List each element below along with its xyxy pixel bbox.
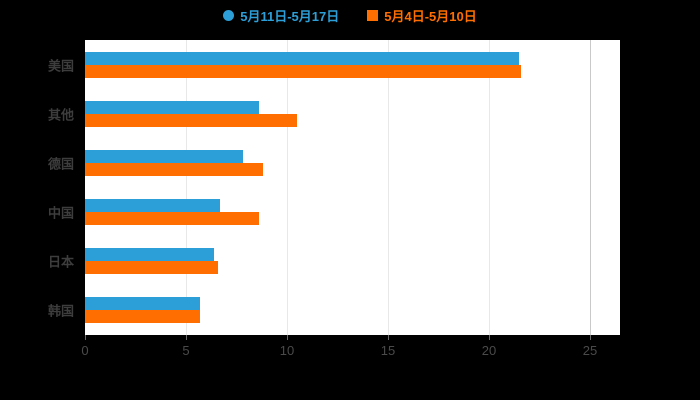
x-tick-label-0: 0	[81, 343, 89, 358]
plot-area	[85, 40, 620, 335]
y-axis-label-2: 德国	[47, 156, 74, 172]
x-tick-label-15: 15	[380, 343, 396, 358]
bar-blue-5	[85, 297, 201, 311]
bar-orange-5	[85, 310, 201, 324]
bar-orange-4	[85, 261, 219, 275]
x-tick-label-5: 5	[182, 343, 190, 358]
y-axis-label-0: 美国	[47, 58, 74, 74]
bar-orange-2	[85, 162, 263, 176]
legend-label-week1: 5月4日-5月10日	[384, 9, 477, 24]
x-axis: 0 5 10 15 20 25	[81, 335, 620, 365]
y-axis-label-3: 中国	[47, 205, 74, 221]
x-tick-label-25: 25	[582, 343, 598, 358]
legend-item-week2[interactable]: 5月11日-5月17日	[223, 6, 339, 25]
bar-orange-1	[85, 113, 298, 127]
bar-orange-3	[85, 212, 259, 226]
gridline-x-10	[287, 40, 288, 335]
y-axis-label-5: 韩国	[47, 303, 74, 319]
gridline-x-25	[590, 40, 591, 335]
gridline-x-20	[489, 40, 490, 335]
x-tick-mark-15	[388, 335, 389, 340]
chart-legend: 5月11日-5月17日 5月4日-5月10日	[0, 6, 700, 25]
bar-blue-3	[85, 199, 221, 213]
x-tick-label-20: 20	[481, 343, 497, 358]
gridline-x-5	[186, 40, 187, 335]
x-tick-mark-20	[489, 335, 490, 340]
legend-marker-blue-icon	[223, 10, 235, 21]
bar-blue-1	[85, 100, 259, 114]
x-tick-mark-25	[590, 335, 591, 340]
legend-marker-orange-icon	[367, 10, 379, 21]
x-tick-label-10: 10	[279, 343, 295, 358]
bar-blue-4	[85, 248, 215, 262]
legend-item-week1[interactable]: 5月4日-5月10日	[367, 6, 477, 25]
legend-label-week2: 5月11日-5月17日	[240, 9, 340, 24]
bar-blue-2	[85, 149, 243, 163]
y-axis-label-4: 日本	[47, 254, 74, 270]
y-axis-label-1: 其他	[47, 107, 74, 123]
bar-blue-0	[85, 51, 520, 65]
y-axis-labels: 美国其他德国中国日本韩国	[0, 40, 78, 335]
x-tick-mark-10	[287, 335, 288, 340]
x-tick-mark-5	[186, 335, 187, 340]
gridline-x-15	[388, 40, 389, 335]
x-tick-mark-0	[85, 335, 86, 340]
bar-orange-0	[85, 64, 522, 78]
